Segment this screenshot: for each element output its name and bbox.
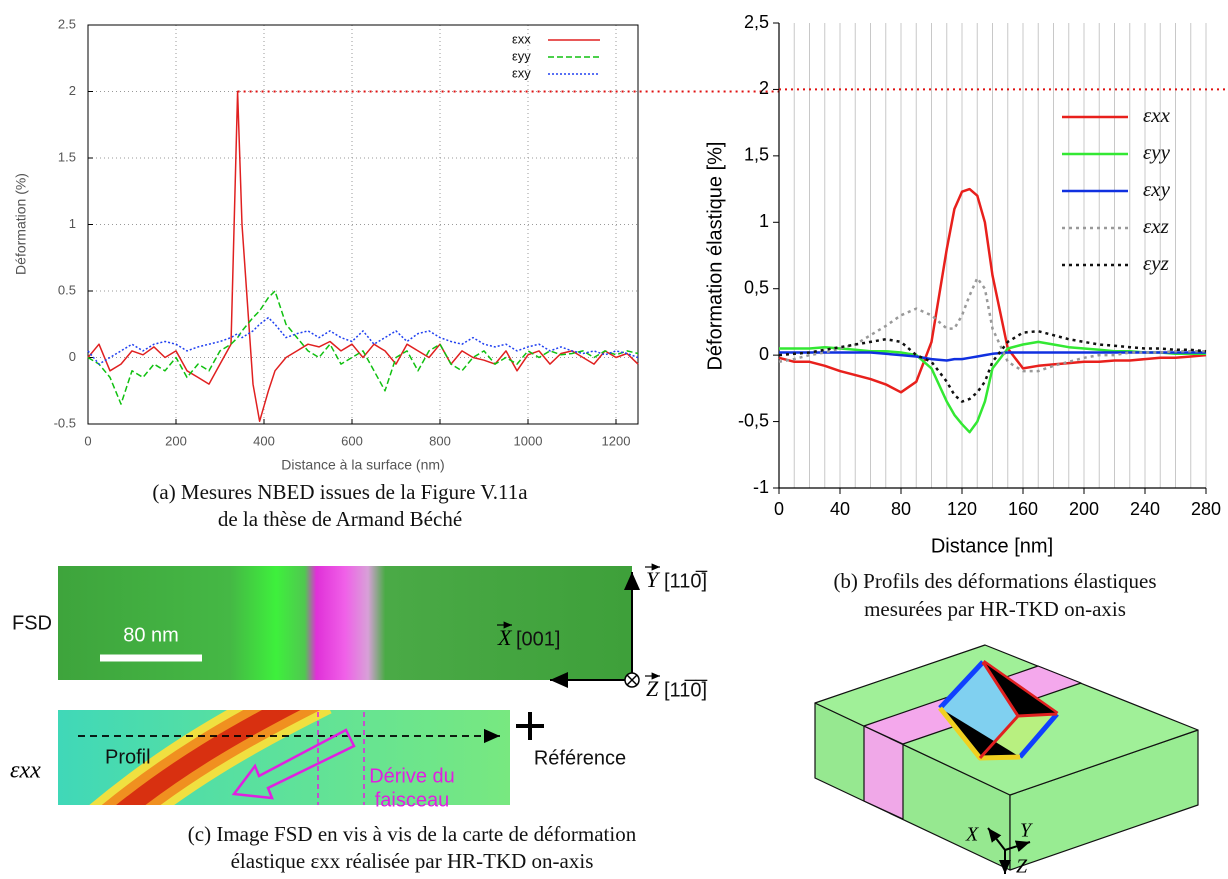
- x-tick-label: 80: [891, 499, 911, 519]
- legend-label: εxx: [512, 31, 531, 46]
- fsd-image: [58, 566, 632, 680]
- y-tick-label: 2: [69, 83, 76, 98]
- caption-b: (b) Profils des déformations élastiques: [833, 569, 1156, 593]
- x-axis-label: X: [497, 625, 513, 650]
- fsd-label: FSD: [12, 612, 52, 634]
- series-line: [87, 316, 639, 365]
- legend-label: εxy: [1143, 177, 1171, 201]
- y-tick-label: -1: [753, 477, 769, 497]
- strain-band: [89, 710, 332, 805]
- x-tick-label: 200: [1069, 499, 1099, 519]
- series-line: [778, 329, 1207, 403]
- series-line: [87, 90, 639, 423]
- x-tick-label: 1200: [602, 433, 631, 448]
- y-tick-label: 1.5: [58, 149, 76, 164]
- cell-edge: [1018, 712, 1059, 759]
- drift-label: faisceau: [375, 789, 450, 811]
- y-axis-label: Déformation élastique [%]: [704, 141, 726, 370]
- charts: 0 200 400 600 800 1000 1200-0.500.511.522.5Dis…: [13, 12, 1228, 557]
- z-axis-label: Z: [646, 676, 659, 701]
- y-tick-label: 1: [759, 211, 769, 231]
- x-tick-label: 240: [1130, 499, 1160, 519]
- x-tick-label: 800: [429, 433, 451, 448]
- x-tick-label: 280: [1191, 499, 1221, 519]
- legend-label: εyy: [1143, 140, 1171, 164]
- y-tick-label: 2,5: [744, 12, 769, 32]
- x-tick-label: 200: [165, 433, 187, 448]
- series-line: [779, 340, 1206, 434]
- x-tick-label: 40: [830, 499, 850, 519]
- series-line: [778, 187, 1207, 394]
- caption-a: (a) Mesures NBED issues de la Figure V.1…: [152, 480, 528, 504]
- y-tick-label: 0: [759, 344, 769, 364]
- panel-c: 80 nm FSD Y [110̅] X [001] Z [11̅0̅] Pro…: [10, 563, 707, 811]
- y-direction: [110̅]: [664, 569, 707, 592]
- y-tick-label: 0,5: [744, 277, 769, 297]
- x-tick-label: 160: [1008, 499, 1038, 519]
- y-tick-label: 2: [759, 78, 769, 98]
- x-axis-label: Distance à la surface (nm): [281, 457, 444, 473]
- legend-label: εxx: [1143, 103, 1171, 127]
- axis-label: X: [965, 824, 979, 846]
- x-tick-label: 1000: [514, 433, 543, 448]
- x-direction: [001]: [516, 628, 560, 650]
- cell-edge: [938, 660, 985, 710]
- y-tick-label: 0: [69, 349, 76, 364]
- y-axis-label: Déformation (%): [13, 173, 29, 275]
- y-tick-label: -0,5: [738, 410, 769, 430]
- legend-label: εyy: [512, 48, 531, 63]
- y-axis-label: Y: [646, 567, 661, 592]
- axis-label: Y: [1020, 820, 1033, 842]
- crystal-diagram: [814, 644, 1199, 874]
- series-line: [778, 276, 1206, 373]
- axis-arrow: [987, 827, 1006, 851]
- x-axis-label: Distance [nm]: [931, 535, 1053, 557]
- profile-label: Profil: [105, 746, 151, 768]
- x-tick-label: 0: [84, 433, 91, 448]
- caption-c: (c) Image FSD en vis à vis de la carte d…: [188, 822, 637, 846]
- z-symbol: [626, 674, 638, 686]
- x-tick-label: 0: [774, 499, 784, 519]
- caption-a: de la thèse de Armand Béché: [218, 507, 462, 531]
- drift-label: Dérive du: [369, 765, 455, 787]
- series-line: [87, 290, 639, 405]
- reference-marker: [516, 712, 544, 740]
- map-label: εxx: [10, 758, 41, 784]
- axis-label: Z: [1016, 856, 1028, 878]
- y-tick-label: 2.5: [58, 16, 76, 31]
- y-tick-label: -0.5: [54, 415, 76, 430]
- x-tick-label: 120: [947, 499, 977, 519]
- plot-frame: [87, 24, 639, 425]
- x-tick-label: 400: [253, 433, 275, 448]
- caption-c: élastique εxx réalisée par HR-TKD on-axi…: [231, 849, 594, 873]
- scale-bar-label: 80 nm: [123, 624, 179, 646]
- reference-label: Référence: [534, 747, 626, 769]
- axis-arrow: [1004, 840, 1031, 852]
- y-tick-label: 1: [69, 216, 76, 231]
- y-tick-label: 0.5: [58, 282, 76, 297]
- drift-arrow: [231, 728, 356, 800]
- x-tick-label: 600: [341, 433, 363, 448]
- legend-label: εyz: [1143, 251, 1169, 275]
- y-tick-label: 1,5: [744, 145, 769, 165]
- cell-edge: [978, 661, 1058, 760]
- legend-label: εxy: [512, 65, 531, 80]
- legend-label: εxz: [1143, 214, 1169, 238]
- caption-b: mesurées par HR-TKD on-axis: [864, 597, 1126, 621]
- z-direction: [11̅0̅]: [664, 678, 707, 701]
